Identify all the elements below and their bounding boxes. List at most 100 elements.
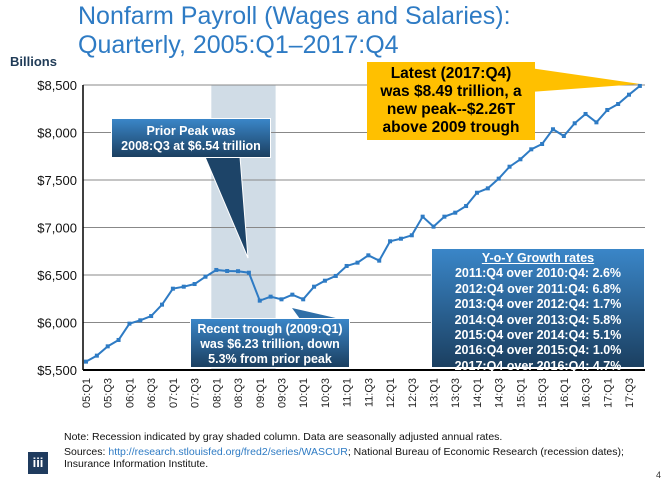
y-tick-label: $8,500	[37, 78, 77, 93]
data-point	[246, 270, 251, 275]
data-point	[149, 314, 154, 319]
x-tick-label: 08:Q1	[211, 378, 223, 408]
y-tick-label: $7,500	[37, 173, 77, 188]
data-point	[605, 107, 610, 112]
data-point	[290, 292, 295, 297]
growth-row: 2011:Q4 over 2010:Q4: 2.6%	[454, 266, 622, 281]
x-tick-label: 12:Q3	[407, 378, 419, 408]
data-point	[627, 92, 631, 97]
x-tick-label: 05:Q1	[81, 378, 93, 408]
y-tick-label: $6,000	[37, 316, 77, 331]
y-tick-label: $8,000	[37, 126, 77, 141]
footnote: Note: Recession indicated by gray shaded…	[64, 431, 503, 443]
x-tick-label: 09:Q1	[255, 378, 267, 408]
data-point	[116, 337, 121, 342]
data-point	[214, 267, 219, 272]
growth-row: 2017:Q4 over 2016:Q4: 4.7%	[454, 358, 622, 373]
x-tick-label: 13:Q3	[450, 378, 462, 408]
trough-callout: Recent trough (2009:Q1) was $6.23 trilli…	[190, 318, 350, 368]
data-point	[170, 286, 175, 291]
x-tick-label: 12:Q1	[385, 378, 397, 408]
y-tick-label: $6,500	[37, 268, 77, 283]
data-point	[84, 359, 88, 364]
x-tick-label: 11:Q3	[363, 378, 375, 407]
x-tick-label: 10:Q3	[320, 378, 332, 408]
x-tick-label: 07:Q1	[168, 378, 180, 408]
data-point	[138, 318, 143, 323]
latest-text: Latest (2017:Q4) was $8.49 trillion, a n…	[380, 65, 522, 136]
x-tick-label: 15:Q3	[537, 378, 549, 408]
data-point	[485, 186, 490, 191]
data-point	[160, 302, 165, 307]
data-point	[594, 120, 599, 125]
data-point	[572, 121, 577, 126]
x-tick-label: 07:Q3	[190, 378, 202, 408]
growth-row: 2012:Q4 over 2011:Q4: 6.8%	[454, 281, 622, 296]
data-point	[105, 344, 110, 349]
series-line	[85, 85, 641, 363]
page-number: 4	[656, 470, 662, 480]
sources-prefix: Sources:	[64, 446, 109, 458]
growth-row: 2016:Q4 over 2015:Q4: 1.0%	[454, 343, 622, 358]
data-point	[355, 260, 360, 265]
data-point	[398, 236, 403, 241]
data-point	[312, 284, 317, 289]
data-point	[464, 204, 469, 209]
data-point	[507, 164, 512, 169]
data-point	[540, 141, 545, 146]
data-point	[529, 147, 534, 152]
data-point	[192, 282, 197, 287]
x-tick-label: 09:Q3	[276, 378, 288, 408]
data-point	[431, 224, 436, 229]
data-point	[127, 321, 132, 326]
x-tick-label: 06:Q3	[146, 378, 158, 408]
data-point	[474, 190, 479, 195]
growth-title: Y-o-Y Growth rates	[481, 251, 595, 265]
data-point	[377, 258, 382, 263]
prior-peak-text: Prior Peak was 2008:Q3 at $6.54 trillion	[121, 124, 261, 153]
chart-title: Nonfarm Payroll (Wages and Salaries): Qu…	[78, 2, 511, 59]
x-tick-label: 13:Q1	[429, 378, 441, 408]
data-point	[496, 176, 501, 181]
growth-row: 2013:Q4 over 2012:Q4: 1.7%	[454, 297, 622, 312]
trough-callout-pointer	[292, 308, 340, 319]
growth-row: 2014:Q4 over 2013:Q4: 5.8%	[454, 312, 622, 327]
iii-logo: iii	[28, 452, 48, 474]
growth-rates-box: Y-o-Y Growth rates 2011:Q4 over 2010:Q4:…	[431, 248, 645, 373]
x-tick-label: 05:Q3	[103, 378, 115, 408]
data-point	[279, 297, 284, 302]
growth-row: 2015:Q4 over 2014:Q4: 5.1%	[454, 328, 622, 343]
data-point	[453, 210, 458, 215]
data-point	[257, 298, 262, 303]
data-point	[366, 253, 371, 258]
data-point	[181, 284, 186, 289]
x-tick-label: 17:Q3	[624, 378, 636, 408]
x-tick-label: 17:Q1	[602, 378, 614, 408]
data-point	[442, 214, 447, 219]
prior-peak-callout: Prior Peak was 2008:Q3 at $6.54 trillion	[111, 118, 271, 158]
data-point	[236, 269, 241, 274]
sources: Sources: http://research.stlouisfed.org/…	[64, 446, 654, 470]
data-point	[518, 157, 523, 162]
y-tick-label: $7,000	[37, 221, 77, 236]
data-point	[550, 127, 555, 132]
latest-callout-pointer	[530, 68, 640, 92]
x-tick-label: 16:Q3	[581, 378, 593, 408]
data-point	[637, 83, 642, 88]
latest-callout: Latest (2017:Q4) was $8.49 trillion, a n…	[367, 62, 535, 140]
y-tick-label: $5,500	[37, 363, 77, 378]
x-tick-label: 16:Q1	[559, 378, 571, 408]
data-point	[409, 233, 414, 238]
x-tick-label: 15:Q1	[515, 378, 527, 408]
sources-rest: ; National Bureau of Economic Research (…	[64, 446, 624, 470]
x-tick-label: 06:Q1	[124, 378, 136, 408]
y-axis-label: Billions	[10, 54, 57, 69]
data-point	[268, 294, 273, 299]
data-point	[388, 239, 393, 244]
data-point	[203, 274, 208, 279]
data-point	[333, 273, 338, 278]
sources-link[interactable]: http://research.stlouisfed.org/fred2/ser…	[108, 446, 348, 458]
x-tick-label: 10:Q1	[298, 378, 310, 408]
data-point	[94, 353, 99, 358]
